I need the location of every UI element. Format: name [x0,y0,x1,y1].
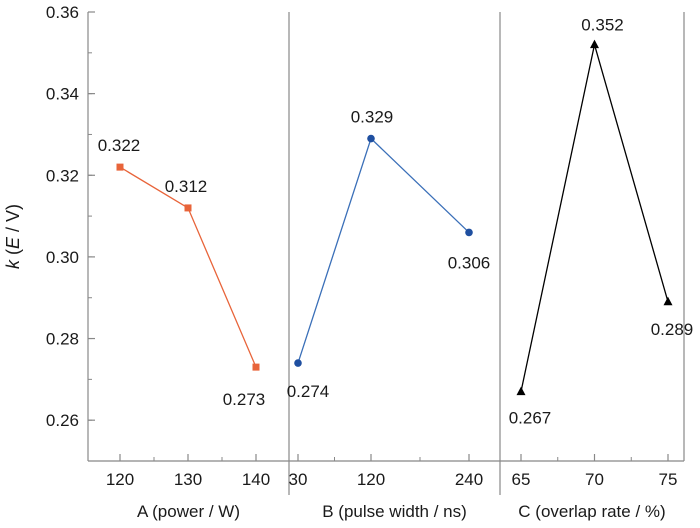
y-tick-label: 0.26 [46,411,79,430]
x-tick-label: 120 [357,470,385,489]
y-tick-label: 0.36 [46,3,79,22]
x-tick-label: 130 [174,470,202,489]
panel-b: 30 120 240 B (pulse width / ns) 0.274 0.329 0.… [287,108,491,521]
data-point [516,386,526,396]
x-axis-label: B (pulse width / ns) [322,502,467,521]
x-tick-label: 65 [512,470,531,489]
x-tick-label: 75 [659,470,678,489]
y-tick-label: 0.34 [46,85,79,104]
data-point [367,134,375,143]
y-tick-label: 0.32 [46,166,79,185]
y-axis-label-part: k [3,259,23,269]
data-label: 0.352 [581,16,624,35]
data-label: 0.312 [165,177,208,196]
data-label: 0.329 [351,108,394,127]
data-point [184,204,192,212]
y-axis-label-part: / V) [3,204,23,237]
series-line [119,166,257,368]
data-point [294,359,302,367]
series-line [297,137,470,364]
x-axis-label: A (power / W) [137,502,240,521]
x-tick-label: 120 [106,470,134,489]
y-axis-label: k (E / V) [3,204,23,269]
data-label: 0.289 [651,320,694,339]
x-tick-label: 70 [585,470,604,489]
y-axis-ticks: 0.26 0.28 0.30 0.32 0.34 0.36 [46,3,95,462]
y-tick-label: 0.30 [46,248,79,267]
data-label: 0.274 [287,382,330,401]
data-point [252,363,260,371]
panel-c: 65 70 75 C (overlap rate / %) 0.267 0.352 0.28… [509,16,694,521]
data-label: 0.306 [448,253,491,272]
x-tick-label: 240 [455,470,483,489]
y-tick-label: 0.28 [46,330,79,349]
data-point [465,228,473,237]
x-tick-label: 30 [289,470,308,489]
data-label: 0.273 [223,390,266,409]
plot-axes [87,12,685,495]
data-point [590,39,599,49]
data-point [663,296,673,306]
x-axis-label: C (overlap rate / %) [518,502,665,521]
data-point [116,163,124,171]
x-tick-label: 140 [242,470,270,489]
y-axis-label-part: ( [3,249,23,260]
data-label: 0.322 [98,136,141,155]
data-label: 0.267 [509,409,552,428]
series-line [520,44,669,392]
y-axis-label-part: E [3,236,23,249]
